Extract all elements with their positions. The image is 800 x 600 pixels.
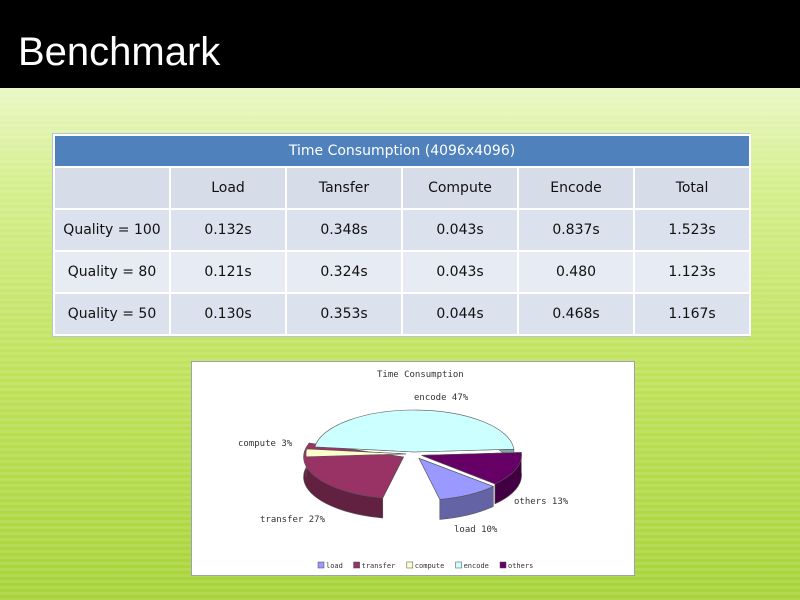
pie-chart-svg: Time Consumption load 10% transfer 27% com…: [238, 370, 569, 570]
legend-swatch-others: [499, 561, 507, 569]
legend-label-transfer: transfer: [362, 562, 396, 570]
legend-swatch-load: [317, 561, 325, 569]
table-row: Quality = 100 0.132s 0.348s 0.043s 0.837…: [53, 208, 752, 252]
legend-label-compute: compute: [415, 562, 445, 570]
legend-label-others: others: [508, 562, 533, 570]
table-cell: 1.167s: [632, 292, 752, 336]
pie-slice-encode: [314, 409, 515, 453]
legend-label-encode: encode: [464, 562, 489, 570]
table-cell: 0.837s: [517, 208, 635, 252]
table-cell: 0.130s: [169, 292, 287, 336]
slice-label-transfer: transfer 27%: [260, 515, 326, 525]
legend-label-load: load: [326, 562, 343, 570]
row-label: Quality = 50: [53, 292, 171, 336]
row-label: Quality = 80: [53, 250, 171, 294]
header-cell-encode: Encode: [517, 166, 635, 210]
table-cell: 1.523s: [632, 208, 752, 252]
slide-title: Benchmark: [18, 30, 221, 74]
pie-chart: Time Consumption load 10% transfer 27% com…: [191, 361, 635, 576]
table-header-row: Load Tansfer Compute Encode Total: [53, 166, 752, 210]
table-cell: 0.324s: [285, 250, 403, 294]
pie-slice-load: [418, 457, 495, 500]
table-row: Quality = 80 0.121s 0.324s 0.043s 0.480 …: [53, 250, 752, 294]
slice-label-others: others 13%: [514, 497, 569, 507]
header-cell-transfer: Tansfer: [285, 166, 403, 210]
table-cell: 1.123s: [632, 250, 752, 294]
legend-swatch-compute: [406, 561, 414, 569]
slice-label-compute: compute 3%: [238, 439, 293, 449]
slice-label-load: load 10%: [454, 525, 498, 535]
table-cell: 0.348s: [285, 208, 403, 252]
header-cell-total: Total: [632, 166, 752, 210]
table-row: Quality = 50 0.130s 0.353s 0.044s 0.468s…: [53, 292, 752, 336]
legend-swatch-transfer: [353, 561, 360, 569]
table-cell: 0.044s: [401, 292, 519, 336]
header-cell-empty: [53, 166, 171, 210]
slice-label-encode: encode 47%: [414, 393, 469, 403]
benchmark-table: Time Consumption (4096x4096) Load Tansfe…: [52, 133, 752, 337]
pie-slice-transfer: [303, 442, 405, 499]
table-caption: Time Consumption (4096x4096): [52, 134, 752, 168]
table-cell: 0.353s: [285, 292, 403, 336]
header-cell-compute: Compute: [401, 166, 519, 210]
table-cell: 0.043s: [401, 208, 519, 252]
header-cell-load: Load: [169, 166, 287, 210]
chart-title: Time Consumption: [377, 370, 464, 380]
pie-slice-compute: [305, 448, 407, 458]
row-label: Quality = 100: [53, 208, 171, 252]
title-bar: Benchmark: [0, 0, 800, 88]
table-cell: 0.043s: [401, 250, 519, 294]
table-cell: 0.468s: [517, 292, 635, 336]
table-cell: 0.121s: [169, 250, 287, 294]
table-cell: 0.132s: [169, 208, 287, 252]
table-cell: 0.480: [517, 250, 635, 294]
pie-slice-others: [421, 452, 522, 485]
legend-swatch-encode: [455, 561, 462, 569]
